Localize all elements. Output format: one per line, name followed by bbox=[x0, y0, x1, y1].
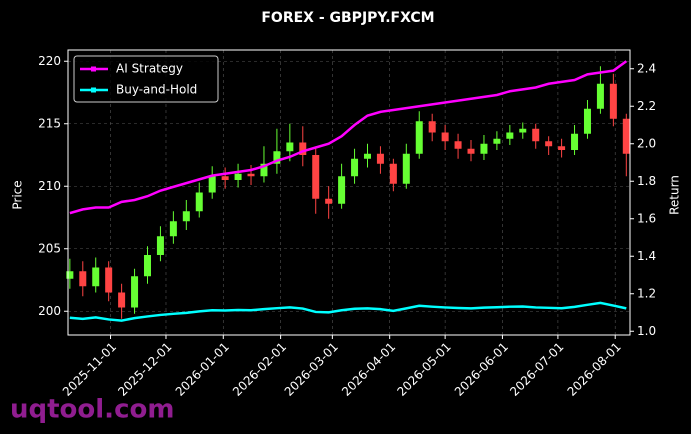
legend-box bbox=[73, 55, 219, 103]
watermark: uqtool.com bbox=[10, 395, 174, 425]
candle-body bbox=[402, 153, 410, 184]
candle-body bbox=[169, 221, 177, 237]
candle-body bbox=[596, 83, 604, 109]
candle-body bbox=[118, 292, 126, 308]
candle-body bbox=[286, 142, 294, 152]
plot-frame bbox=[67, 49, 631, 336]
candle-body bbox=[493, 138, 501, 144]
candle-body bbox=[105, 267, 113, 293]
candle-body bbox=[79, 271, 87, 287]
candle-body bbox=[312, 155, 320, 199]
y2-axis-label: Return bbox=[668, 175, 682, 215]
y2-tick-label: 2.2 bbox=[637, 99, 656, 113]
candle-body bbox=[234, 173, 242, 180]
legend-label: Buy-and-Hold bbox=[116, 83, 197, 97]
candle-body bbox=[131, 276, 139, 308]
y2-tick-label: 1.4 bbox=[637, 249, 656, 263]
candle-body bbox=[325, 198, 333, 204]
candle-body bbox=[182, 211, 190, 222]
candle-body bbox=[66, 271, 74, 279]
candle-body bbox=[247, 173, 255, 177]
candle-body bbox=[351, 158, 359, 177]
candle-body bbox=[467, 148, 475, 154]
x-tick-label: 2026-05-01 bbox=[395, 340, 454, 399]
x-tick-label: 2026-07-01 bbox=[507, 340, 566, 399]
x-tick-label: 2026-06-01 bbox=[452, 340, 511, 399]
y-tick-label: 220 bbox=[38, 54, 61, 68]
x-tick-label: 2026-04-01 bbox=[339, 340, 398, 399]
candle-body bbox=[532, 128, 540, 142]
y-axis-label: Price bbox=[11, 180, 25, 209]
chart-title: FOREX - GBPJPY.FXCM bbox=[261, 10, 434, 26]
legend-marker bbox=[91, 66, 96, 72]
candle-body bbox=[156, 236, 164, 255]
candle-body bbox=[506, 132, 514, 139]
candle-body bbox=[519, 128, 527, 133]
candle-body bbox=[363, 153, 371, 159]
y2-tick-label: 1.2 bbox=[637, 286, 656, 300]
line-series bbox=[69, 301, 627, 322]
x-tick-label: 2026-03-01 bbox=[282, 340, 341, 399]
candle-body bbox=[583, 108, 591, 134]
candle-body bbox=[221, 176, 229, 180]
candle-body bbox=[428, 121, 436, 133]
x-tick-label: 2026-01-01 bbox=[173, 340, 232, 399]
candle-body bbox=[273, 151, 281, 164]
legend-marker bbox=[91, 87, 96, 93]
candle-body bbox=[260, 163, 268, 177]
y2-tick-label: 1.0 bbox=[637, 324, 656, 338]
candle-body bbox=[195, 192, 203, 212]
x-tick-label: 2026-02-01 bbox=[230, 340, 289, 399]
line-series bbox=[69, 60, 628, 215]
candle-body bbox=[338, 176, 346, 204]
x-tick-label: 2025-12-01 bbox=[115, 340, 174, 399]
y2-tick-label: 2.4 bbox=[637, 61, 656, 75]
candle-body bbox=[92, 267, 100, 287]
legend-label: AI Strategy bbox=[116, 62, 183, 76]
candle-body bbox=[454, 141, 462, 149]
candle-body bbox=[415, 121, 423, 154]
candle-body bbox=[441, 132, 449, 142]
x-tick-label: 2026-08-01 bbox=[565, 340, 624, 399]
candle-body bbox=[208, 176, 216, 193]
x-tick-label: 2025-11-01 bbox=[60, 340, 119, 399]
candle-body bbox=[622, 118, 630, 154]
candle-body bbox=[558, 146, 566, 150]
y-tick-label: 215 bbox=[38, 116, 61, 130]
y-tick-label: 210 bbox=[38, 179, 61, 193]
candle-body bbox=[389, 163, 397, 184]
y2-tick-label: 1.8 bbox=[637, 174, 656, 188]
candle-body bbox=[571, 133, 579, 150]
candle-body bbox=[480, 143, 488, 154]
candle-body bbox=[545, 141, 553, 147]
candle-body bbox=[609, 83, 617, 119]
candle-body bbox=[376, 153, 384, 164]
y2-tick-label: 2.0 bbox=[637, 136, 656, 150]
candle-body bbox=[143, 255, 151, 277]
y-tick-label: 200 bbox=[38, 304, 61, 318]
candle-body bbox=[299, 142, 307, 155]
y-tick-label: 205 bbox=[38, 241, 61, 255]
y2-tick-label: 1.6 bbox=[637, 211, 656, 225]
